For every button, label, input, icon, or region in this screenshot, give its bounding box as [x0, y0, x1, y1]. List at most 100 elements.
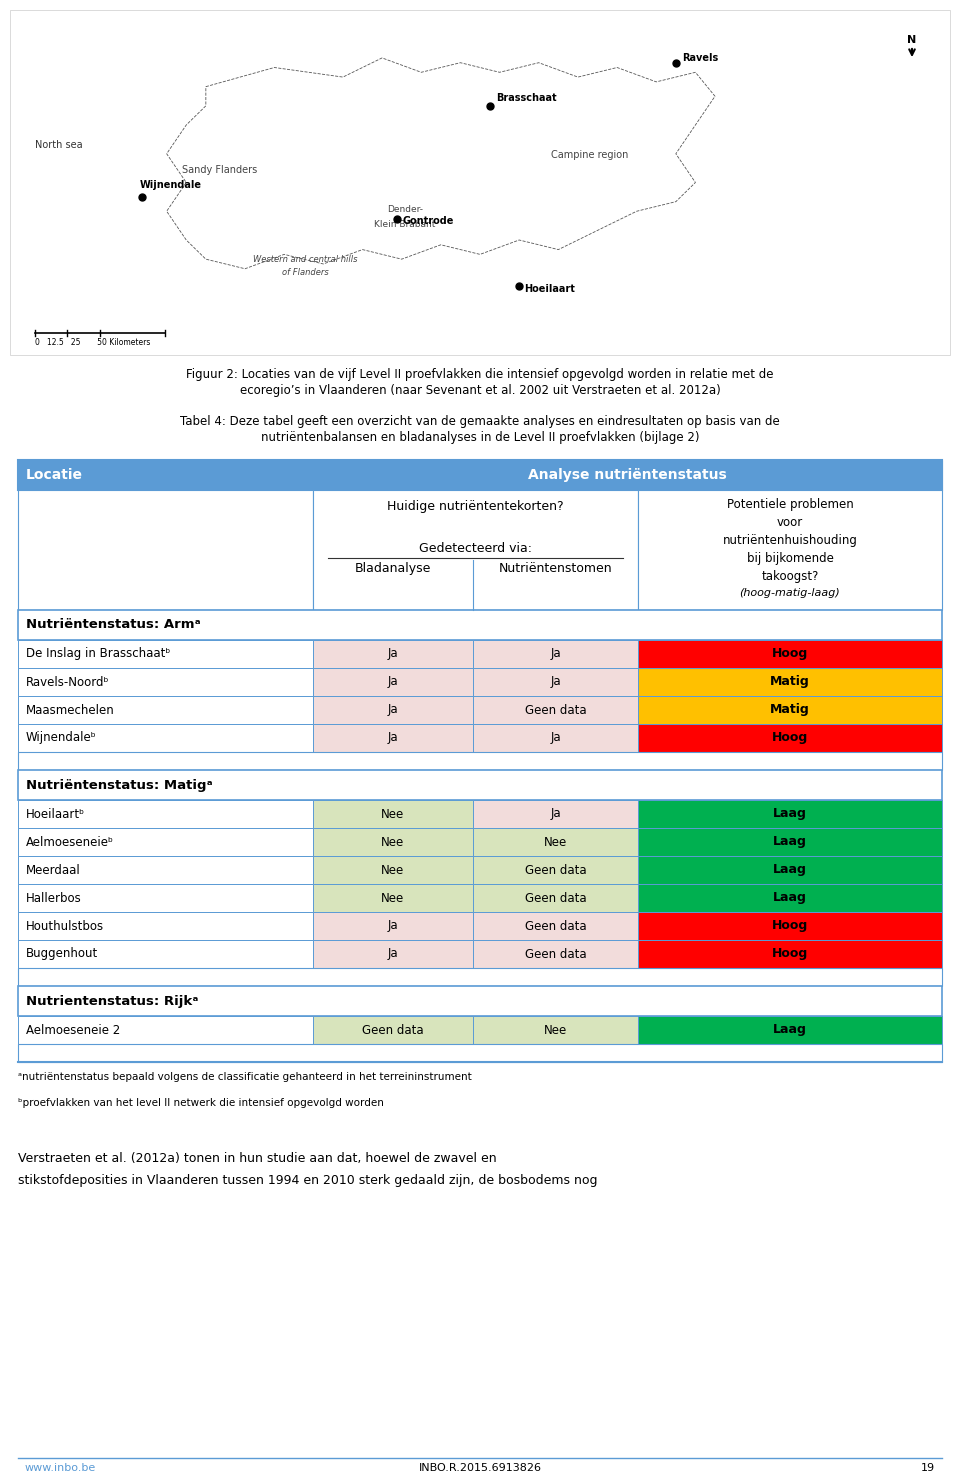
Text: of Flanders: of Flanders [281, 269, 328, 278]
Text: Laag: Laag [773, 807, 807, 821]
Text: Aelmoeseneie 2: Aelmoeseneie 2 [26, 1024, 120, 1036]
Bar [638, 490, 942, 610]
Text: Potentiele problemen: Potentiele problemen [727, 499, 853, 510]
Text: Ja: Ja [550, 675, 561, 689]
Bar [313, 939, 473, 968]
Text: Meerdaal: Meerdaal [26, 864, 81, 877]
Text: Analyse nutriëntenstatus: Analyse nutriëntenstatus [528, 467, 727, 482]
Text: Western and central hills: Western and central hills [252, 255, 357, 264]
Text: Laag: Laag [773, 864, 807, 877]
Text: Geen data: Geen data [362, 1024, 423, 1036]
Text: Ja: Ja [388, 920, 398, 932]
Bar [313, 640, 473, 668]
Text: Nee: Nee [381, 835, 404, 849]
Bar [18, 985, 942, 1017]
Text: Nee: Nee [544, 835, 567, 849]
Text: Ja: Ja [550, 807, 561, 821]
Text: Geen data: Geen data [525, 947, 587, 960]
Text: Ja: Ja [550, 647, 561, 660]
Bar [18, 640, 313, 668]
Bar [18, 828, 313, 856]
Text: Nee: Nee [381, 864, 404, 877]
Text: Matig: Matig [770, 703, 810, 717]
Text: Brasschaat: Brasschaat [495, 93, 557, 102]
Text: stikstofdeposities in Vlaanderen tussen 1994 en 2010 sterk gedaald zijn, de bosb: stikstofdeposities in Vlaanderen tussen … [18, 1174, 597, 1187]
Text: Hoog: Hoog [772, 732, 808, 745]
Bar [638, 856, 942, 884]
Text: bij bijkomende: bij bijkomende [747, 552, 833, 565]
Text: Buggenhout: Buggenhout [26, 947, 98, 960]
Text: Maasmechelen: Maasmechelen [26, 703, 115, 717]
Bar [313, 828, 473, 856]
Bar [18, 800, 313, 828]
Bar [638, 884, 942, 913]
Text: Houthulstbos: Houthulstbos [26, 920, 104, 932]
Bar [313, 696, 473, 724]
Text: Nutriëntenstatus: Armᵃ: Nutriëntenstatus: Armᵃ [26, 619, 201, 632]
Bar [313, 490, 638, 610]
Text: Nee: Nee [544, 1024, 567, 1036]
Text: Dender-: Dender- [387, 205, 423, 214]
Text: ᵇproefvlakken van het level II netwerk die intensief opgevolgd worden: ᵇproefvlakken van het level II netwerk d… [18, 1098, 384, 1109]
Text: Gontrode: Gontrode [403, 215, 454, 226]
Text: www.inbo.be: www.inbo.be [25, 1463, 96, 1474]
Bar [473, 913, 638, 939]
Bar [18, 460, 313, 490]
Text: Ravels-Noordᵇ: Ravels-Noordᵇ [26, 675, 109, 689]
Text: Laag: Laag [773, 892, 807, 905]
Polygon shape [39, 24, 921, 331]
Bar [638, 668, 942, 696]
Text: Ja: Ja [388, 947, 398, 960]
Bar [313, 856, 473, 884]
Text: Hoeilaartᵇ: Hoeilaartᵇ [26, 807, 85, 821]
Text: Verstraeten et al. (2012a) tonen in hun studie aan dat, hoewel de zwavel en: Verstraeten et al. (2012a) tonen in hun … [18, 1152, 496, 1165]
Bar [18, 1045, 942, 1063]
Text: Hoog: Hoog [772, 947, 808, 960]
Text: Nutriëntenstatus: Matigᵃ: Nutriëntenstatus: Matigᵃ [26, 779, 212, 791]
Bar [473, 696, 638, 724]
Text: Wijnendale: Wijnendale [140, 180, 203, 190]
Text: Ja: Ja [388, 675, 398, 689]
Text: Ja: Ja [388, 647, 398, 660]
Bar [638, 724, 942, 752]
Text: Hoog: Hoog [772, 920, 808, 932]
Bar [313, 460, 942, 490]
Bar [18, 696, 313, 724]
Bar [18, 490, 313, 610]
Text: Aelmoeseneieᵇ: Aelmoeseneieᵇ [26, 835, 114, 849]
Text: Wijnendaleᵇ: Wijnendaleᵇ [26, 732, 97, 745]
Bar [18, 668, 313, 696]
Text: Bladanalyse: Bladanalyse [355, 562, 431, 574]
Text: Campine region: Campine region [551, 150, 629, 160]
Bar [638, 696, 942, 724]
Text: Locatie: Locatie [26, 467, 83, 482]
Bar [473, 884, 638, 913]
Bar [473, 800, 638, 828]
Text: Hoog: Hoog [772, 647, 808, 660]
Bar [18, 856, 313, 884]
Text: ᵃnutriëntenstatus bepaald volgens de classificatie gehanteerd in het terreininst: ᵃnutriëntenstatus bepaald volgens de cla… [18, 1071, 471, 1082]
Text: Geen data: Geen data [525, 920, 587, 932]
Text: nutriëntenhuishouding: nutriëntenhuishouding [723, 534, 857, 548]
Text: Nutriëntenstomen: Nutriëntenstomen [498, 562, 612, 574]
Bar [638, 828, 942, 856]
Text: Nutrientenstatus: Rijkᵃ: Nutrientenstatus: Rijkᵃ [26, 994, 199, 1008]
Bar [638, 1017, 942, 1045]
Text: Matig: Matig [770, 675, 810, 689]
Bar [473, 668, 638, 696]
Text: De Inslag in Brasschaatᵇ: De Inslag in Brasschaatᵇ [26, 647, 170, 660]
Text: ecoregio’s in Vlaanderen (naar Sevenant et al. 2002 uit Verstraeten et al. 2012a: ecoregio’s in Vlaanderen (naar Sevenant … [240, 384, 720, 398]
Bar [638, 640, 942, 668]
Bar [473, 856, 638, 884]
Text: Figuur 2: Locaties van de vijf Level II proefvlakken die intensief opgevolgd wor: Figuur 2: Locaties van de vijf Level II … [186, 368, 774, 381]
Bar [18, 939, 313, 968]
Text: Laag: Laag [773, 835, 807, 849]
Text: (hoog-matig-laag): (hoog-matig-laag) [739, 588, 840, 598]
Text: Ravels: Ravels [682, 53, 718, 62]
Text: 0   12.5   25       50 Kilometers: 0 12.5 25 50 Kilometers [35, 338, 151, 347]
Bar [18, 610, 942, 640]
Bar [473, 640, 638, 668]
Bar [18, 968, 942, 985]
Text: Geen data: Geen data [525, 892, 587, 905]
Text: Huidige nutriëntentekorten?: Huidige nutriëntentekorten? [387, 500, 564, 513]
